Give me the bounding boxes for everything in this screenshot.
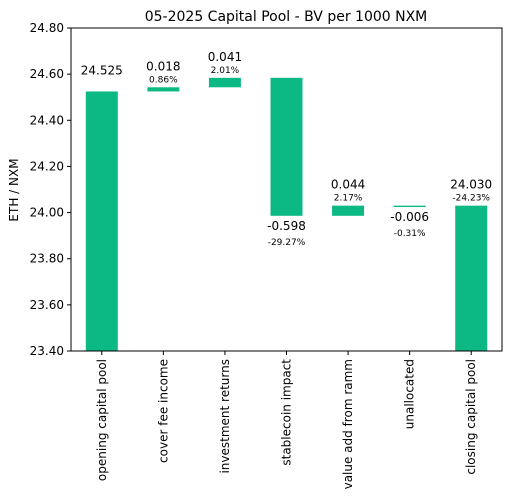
x-tick-label: investment returns [218,359,232,474]
x-tick-label: value add from ramm [341,359,355,489]
bar-percent-label: 2.17% [334,194,363,204]
x-tick-label: stablecoin impact [280,359,294,466]
bar-percent-label: -0.31% [394,229,426,239]
bars: 24.525 0.018 0.86% 0.041 2.01% -0.598 -29.27% 0… [81,50,492,352]
bar [147,87,180,92]
bar-value-label: -0.598 [267,219,306,233]
bar [85,91,118,352]
bar-percent-label: -29.27% [268,238,306,248]
y-tick-label: 24.00 [30,206,64,220]
bar [208,77,241,88]
bar-value-label: 24.525 [81,63,123,77]
y-tick-label: 24.20 [30,159,64,173]
y-axis-title: ETH / NXM [7,158,21,221]
bar-value-label: 0.044 [331,178,365,192]
y-tick-label: 23.40 [30,344,64,358]
y-tick-label: 23.80 [30,252,64,266]
bar-value-label: 24.030 [450,178,492,192]
bar-value-label: 0.018 [146,59,180,73]
x-tick-label: opening capital pool [95,359,109,481]
x-tick-label: unallocated [403,359,417,429]
y-axis-ticks: 23.40 23.60 23.80 24.00 24.20 24.40 24.60 24.80 [30,21,71,358]
bar-value-label: 0.041 [208,50,242,64]
x-tick-label: closing capital pool [464,359,478,475]
y-tick-label: 24.80 [30,21,64,35]
x-axis-ticks: opening capital pool cover fee income inve… [95,351,478,489]
y-tick-label: 23.60 [30,298,64,312]
bar-percent-label: -24.23% [452,194,490,204]
bar-percent-label: 0.86% [149,75,178,85]
chart-title: 05-2025 Capital Pool - BV per 1000 NXM [145,9,428,25]
y-tick-label: 24.60 [30,67,64,81]
bar-value-label: -0.006 [390,210,429,224]
y-tick-label: 24.40 [30,113,64,127]
bar [270,77,303,216]
bar [455,205,488,351]
x-tick-label: cover fee income [156,359,170,463]
bar-percent-label: 2.01% [211,66,240,76]
plot-frame [70,27,503,352]
bar [332,205,365,216]
bar [393,205,426,208]
